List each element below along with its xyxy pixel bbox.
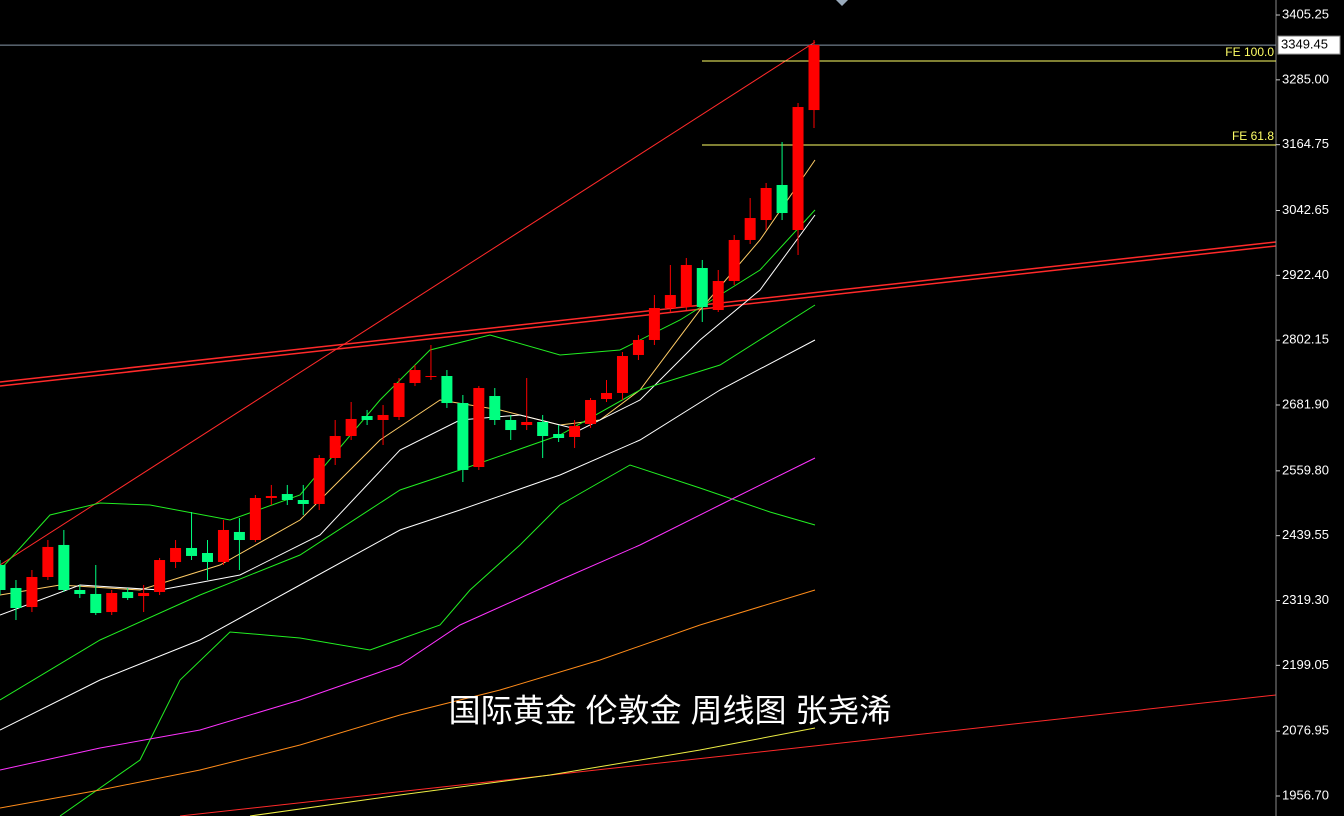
candle-body xyxy=(680,264,692,307)
candle-body xyxy=(265,496,277,499)
candle-body xyxy=(616,355,628,393)
candle-body xyxy=(74,589,86,594)
y-tick-label: 2319.30 xyxy=(1282,592,1329,607)
candle-body xyxy=(553,434,565,439)
candle-body xyxy=(138,593,150,597)
candle-body xyxy=(58,544,70,590)
candle-body xyxy=(361,416,373,420)
candle-body xyxy=(664,295,676,309)
candle-body xyxy=(90,593,102,614)
indicators xyxy=(0,41,1277,816)
candle-body xyxy=(154,560,166,592)
candle-body xyxy=(0,564,6,590)
candle-body xyxy=(281,494,293,501)
band-line xyxy=(0,209,816,571)
candle-body xyxy=(249,498,261,541)
candle-body xyxy=(489,396,501,420)
candle-body xyxy=(345,418,357,437)
candle-body xyxy=(10,587,22,608)
candle-body xyxy=(585,399,597,424)
candle-body xyxy=(521,421,533,426)
ma-line xyxy=(0,304,816,701)
candle-body xyxy=(297,500,309,504)
y-tick-label: 2439.55 xyxy=(1282,527,1329,542)
y-tick-label: 1956.70 xyxy=(1282,787,1329,802)
candle-body xyxy=(42,546,54,577)
y-tick-label: 3405.25 xyxy=(1282,6,1329,21)
channel-line xyxy=(0,41,816,566)
trend-line xyxy=(0,245,1277,387)
candle-body xyxy=(537,421,549,437)
candle-body xyxy=(473,388,485,468)
candle-body xyxy=(505,419,517,431)
price-label-box xyxy=(1277,35,1341,55)
candle-body xyxy=(393,383,405,417)
current-price-label: 3349.45 xyxy=(1281,37,1328,52)
chart-title: 国际黄金 伦敦金 周线图 张尧浠 xyxy=(449,692,892,728)
y-tick-label: 2681.90 xyxy=(1282,396,1329,411)
ma-line xyxy=(249,727,816,816)
y-tick-label: 2922.40 xyxy=(1282,267,1329,282)
candle-body xyxy=(233,531,245,541)
trend-line xyxy=(0,241,1277,383)
candle-body xyxy=(760,188,772,221)
y-tick-label: 2199.05 xyxy=(1282,657,1329,672)
candle-body xyxy=(457,403,469,470)
candle-body xyxy=(26,576,38,608)
candle-body xyxy=(808,45,820,111)
candle-body xyxy=(632,339,644,355)
candle-body xyxy=(728,239,740,282)
candle-body xyxy=(170,547,182,563)
candle-body xyxy=(106,593,118,613)
ma-line xyxy=(0,339,816,731)
candle-body xyxy=(792,107,804,231)
candle-body xyxy=(601,392,613,400)
y-tick-label: 3164.75 xyxy=(1282,136,1329,151)
candle-body xyxy=(217,529,229,563)
candle-body xyxy=(186,547,198,556)
candle-body xyxy=(329,436,341,459)
candle-body xyxy=(122,591,134,599)
ma-line xyxy=(0,457,816,771)
fibo-label: FE 61.8 xyxy=(1232,129,1274,143)
ma-line xyxy=(0,159,816,596)
candle-body xyxy=(712,281,724,311)
y-tick-label: 2559.80 xyxy=(1282,462,1329,477)
candle-body xyxy=(313,458,325,504)
candle-body xyxy=(744,218,756,240)
y-tick-label: 3042.65 xyxy=(1282,202,1329,217)
candle-body xyxy=(648,308,660,340)
y-tick-label: 3285.00 xyxy=(1282,71,1329,86)
marker-icon xyxy=(836,0,848,6)
channel-line xyxy=(179,694,1277,816)
candle-body xyxy=(569,425,581,437)
candle-body xyxy=(201,553,213,563)
ma-line xyxy=(0,589,816,809)
candle-body xyxy=(409,370,421,384)
candle-body xyxy=(776,184,788,214)
candle-body xyxy=(696,268,708,307)
band-line xyxy=(59,464,816,816)
candle-body xyxy=(377,414,389,420)
candle-body xyxy=(425,376,437,378)
y-tick-label: 2802.15 xyxy=(1282,332,1329,347)
fibo-label: FE 100.0 xyxy=(1225,45,1274,59)
candle-body xyxy=(441,376,453,404)
y-tick-label: 2076.95 xyxy=(1282,723,1329,738)
